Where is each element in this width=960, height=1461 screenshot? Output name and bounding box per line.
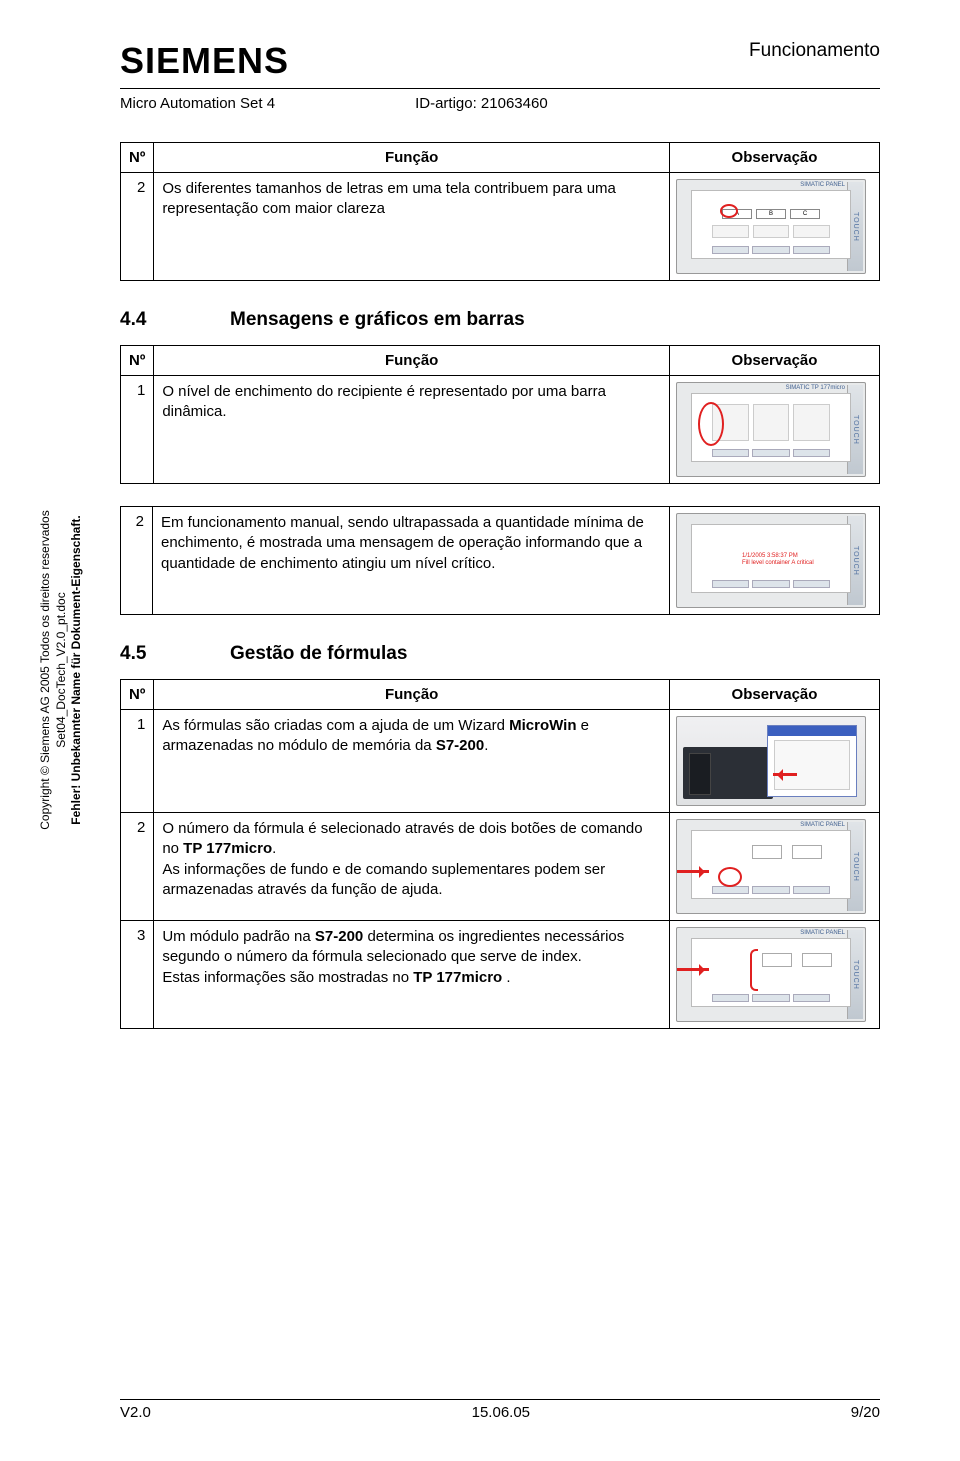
th-o: Observação [670,680,880,710]
cell-f: Os diferentes tamanhos de letras em uma … [154,173,670,281]
cell-f: Um módulo padrão na S7-200 determina os … [154,921,670,1029]
th-n: Nº [121,346,154,376]
th-f: Função [154,680,670,710]
footer-page: 9/20 [851,1404,880,1421]
table-row: 3 Um módulo padrão na S7-200 determina o… [121,921,880,1029]
page-section-title: Funcionamento [749,40,880,62]
table-row: 2 Os diferentes tamanhos de letras em um… [121,173,880,281]
th-n: Nº [121,680,154,710]
plc-icon [683,747,773,799]
subheader-left: Micro Automation Set 4 [120,95,275,112]
wizard-window-icon [767,725,857,797]
siemens-logo: SIEMENS [120,40,289,82]
red-arrow-icon [676,968,709,971]
cell-f: O número da fórmula é selecionado atravé… [154,813,670,921]
abc-c: C [790,209,820,219]
footer-date: 15.06.05 [472,1404,530,1421]
red-highlight-circle [720,204,738,218]
thumb-title: SIMATIC PANEL [800,822,845,828]
red-arrow-icon [676,870,709,873]
cell-f: As fórmulas são criadas com a ajuda de u… [154,710,670,813]
subheader-right: ID-artigo: 21063460 [415,95,548,112]
th-o: Observação [670,346,880,376]
footer-rule [120,1399,880,1400]
section-title: Gestão de fórmulas [230,643,407,664]
alarm-message: 1/1/2005 3:58:37 PM Fill level container… [742,553,814,566]
thumb-title: SIMATIC PANEL [800,182,845,188]
table-1: Nº Função Observação 2 Os diferentes tam… [120,142,880,281]
cell-n: 2 [121,173,154,281]
page-footer: V2.0 15.06.05 9/20 [120,1399,880,1421]
side-copyright: Copyright © Siemens AG 2005 Todos os dir… [38,470,85,870]
section-num: 4.4 [120,309,230,331]
cell-o: TOUCH 1/1/2005 3:58:37 PM Fill level con… [670,507,880,615]
cell-n: 1 [121,376,154,484]
thumbnail-panel: SIMATIC PANEL TOUCH A B C [676,179,866,274]
thumbnail-panel: SIMATIC PANEL TOUCH [676,927,866,1022]
thumb-title: SIMATIC PANEL [800,930,845,936]
cell-f: O nível de enchimento do recipiente é re… [154,376,670,484]
section-4-5-heading: 4.5Gestão de fórmulas [120,643,880,665]
section-4-4-heading: 4.4Mensagens e gráficos em barras [120,309,880,331]
cell-n: 2 [121,813,154,921]
red-highlight-circle [698,402,724,446]
section-title: Mensagens e gráficos em barras [230,309,525,330]
cell-o: SIMATIC PANEL TOUCH [670,813,880,921]
table-row: 1 O nível de enchimento do recipiente é … [121,376,880,484]
thumbnail-panel: SIMATIC PANEL TOUCH [676,819,866,914]
table-3: 2 Em funcionamento manual, sendo ultrapa… [120,506,880,615]
cell-o [670,710,880,813]
cell-n: 2 [121,507,153,615]
red-brace-icon [750,949,758,991]
header-rule [120,88,880,89]
red-highlight-circle [718,867,742,887]
thumb-title: SIMATIC TP 177micro [786,385,845,391]
cell-f: Em funcionamento manual, sendo ultrapass… [153,507,670,615]
th-o: Observação [670,143,880,173]
cell-n: 1 [121,710,154,813]
table-row: 1 As fórmulas são criadas com a ajuda de… [121,710,880,813]
thumbnail-panel: TOUCH 1/1/2005 3:58:37 PM Fill level con… [676,513,866,608]
table-row: 2 Em funcionamento manual, sendo ultrapa… [121,507,880,615]
thumbnail-panel: SIMATIC TP 177micro TOUCH [676,382,866,477]
cell-o: SIMATIC PANEL TOUCH [670,921,880,1029]
cell-n: 3 [121,921,154,1029]
red-arrow-icon [773,773,797,776]
th-n: Nº [121,143,154,173]
table-2: Nº Função Observação 1 O nível de enchim… [120,345,880,484]
table-4: Nº Função Observação 1 As fórmulas são c… [120,679,880,1029]
cell-o: SIMATIC TP 177micro TOUCH [670,376,880,484]
th-f: Função [154,143,670,173]
th-f: Função [154,346,670,376]
cell-o: SIMATIC PANEL TOUCH A B C [670,173,880,281]
abc-b: B [756,209,786,219]
thumbnail-plc-wizard [676,716,866,806]
footer-version: V2.0 [120,1404,151,1421]
table-row: 2 O número da fórmula é selecionado atra… [121,813,880,921]
section-num: 4.5 [120,643,230,665]
